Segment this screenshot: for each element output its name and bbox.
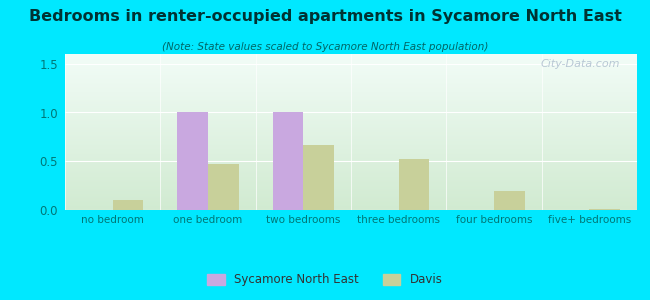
Bar bbox=[177, 112, 208, 210]
Text: City-Data.com: City-Data.com bbox=[540, 59, 620, 69]
Bar bbox=[273, 112, 304, 210]
Bar bbox=[112, 200, 143, 210]
Bar bbox=[208, 164, 239, 210]
Bar bbox=[304, 145, 334, 210]
Bar bbox=[590, 209, 620, 210]
Text: Bedrooms in renter-occupied apartments in Sycamore North East: Bedrooms in renter-occupied apartments i… bbox=[29, 9, 621, 24]
Bar bbox=[398, 159, 429, 210]
Legend: Sycamore North East, Davis: Sycamore North East, Davis bbox=[203, 269, 447, 291]
Bar bbox=[494, 190, 525, 210]
Text: (Note: State values scaled to Sycamore North East population): (Note: State values scaled to Sycamore N… bbox=[162, 42, 488, 52]
